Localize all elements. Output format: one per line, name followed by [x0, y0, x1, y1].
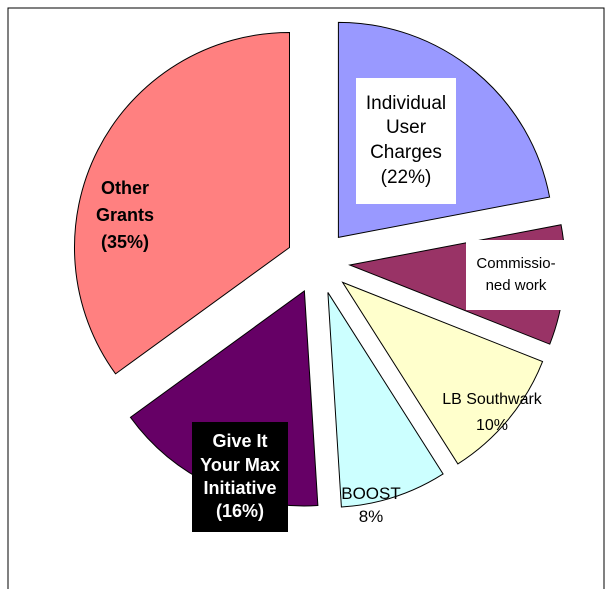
pie-slice [73, 31, 290, 375]
value-label: 8% [358, 507, 384, 526]
pie-slice [327, 292, 444, 508]
label-box: BOOST 8% [340, 470, 402, 542]
slice-label: Give It Your Max Initiative (16%) [192, 422, 288, 532]
slice-label: Commissio-ned work [466, 240, 566, 310]
category-label: Other Grants [95, 177, 155, 225]
pie-slice [341, 281, 544, 465]
category-label: Individual User Charges [365, 92, 447, 163]
category-label: Commissio-ned work [476, 254, 556, 295]
slice-label: Individual User Charges (22%) [356, 78, 456, 204]
slice-label: BOOST 8% [340, 470, 402, 542]
value-label: (22%) [380, 166, 432, 188]
label-box: LB Southwark 10% [430, 378, 554, 448]
label-box: Commissio-ned work [466, 240, 566, 310]
category-label: Give It Your Max Initiative [200, 431, 280, 498]
label-box: Give It Your Max Initiative (16%) [192, 422, 288, 532]
value-label: (16%) [215, 501, 264, 522]
slice-label: Other Grants (35%) [70, 160, 180, 270]
value-label: 10% [475, 417, 509, 434]
value-label: (35%) [100, 231, 149, 252]
chart-frame [7, 7, 605, 589]
slice-label: LB Southwark 10% [430, 378, 554, 448]
category-label: BOOST [341, 484, 401, 504]
label-box: Individual User Charges (22%) [356, 78, 456, 204]
label-box: Other Grants (35%) [70, 160, 180, 270]
category-label: LB Southwark [442, 391, 542, 409]
